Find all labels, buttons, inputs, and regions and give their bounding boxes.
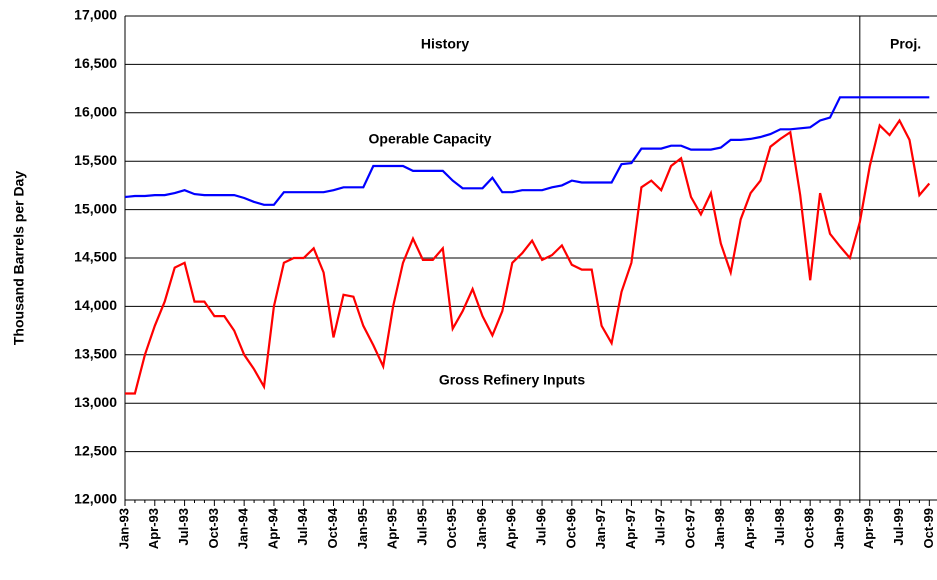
- x-tick-label: Jul-97: [653, 508, 668, 546]
- x-tick-label: Jan-95: [355, 508, 370, 549]
- y-tick-label: 16,500: [74, 55, 117, 71]
- x-tick-label: Apr-98: [742, 508, 757, 549]
- x-tick-label: Jan-96: [474, 508, 489, 549]
- x-tick-label: Jul-94: [295, 507, 310, 545]
- x-tick-label: Jul-95: [414, 508, 429, 546]
- x-tick-label: Jul-98: [772, 508, 787, 546]
- x-tick-label: Apr-99: [861, 508, 876, 549]
- x-tick-label: Apr-95: [385, 508, 400, 549]
- x-tick-label: Oct-99: [921, 508, 936, 548]
- y-tick-label: 17,000: [74, 7, 117, 23]
- x-tick-label: Jul-96: [533, 508, 548, 546]
- series-line: [125, 118, 931, 395]
- y-tick-label: 12,000: [74, 491, 117, 507]
- y-tick-label: 13,500: [74, 346, 117, 362]
- y-tick-label: 15,000: [74, 200, 117, 216]
- x-tick-label: Jan-99: [831, 508, 846, 549]
- y-axis-label: Thousand Barrels per Day: [11, 171, 27, 345]
- y-tick-label: 15,500: [74, 152, 117, 168]
- x-tick-label: Apr-97: [623, 508, 638, 549]
- x-tick-label: Oct-95: [444, 508, 459, 548]
- series-line: [124, 96, 930, 206]
- x-tick-label: Apr-94: [265, 507, 280, 549]
- y-tick-label: 14,500: [74, 249, 117, 265]
- x-tick-label: Apr-93: [146, 508, 161, 549]
- y-tick-label: 12,500: [74, 442, 117, 458]
- annotation: History: [421, 36, 469, 52]
- x-tick-label: Jan-94: [236, 507, 251, 549]
- x-tick-label: Oct-94: [325, 507, 340, 548]
- x-tick-label: Jan-98: [712, 508, 727, 549]
- y-tick-label: 13,000: [74, 394, 117, 410]
- annotation: Gross Refinery Inputs: [439, 372, 585, 388]
- x-tick-label: Jan-97: [593, 508, 608, 549]
- annotation: Proj.: [890, 36, 921, 52]
- x-tick-label: Oct-98: [802, 508, 817, 548]
- annotation: Operable Capacity: [369, 131, 492, 147]
- x-tick-label: Oct-93: [206, 508, 221, 548]
- y-tick-label: 14,000: [74, 297, 117, 313]
- x-tick-label: Jul-93: [176, 508, 191, 546]
- x-tick-label: Jan-93: [116, 508, 131, 549]
- x-tick-label: Jul-99: [891, 508, 906, 546]
- x-tick-label: Oct-96: [563, 508, 578, 548]
- y-tick-label: 16,000: [74, 104, 117, 120]
- x-tick-label: Oct-97: [682, 508, 697, 548]
- x-tick-label: Apr-96: [504, 508, 519, 549]
